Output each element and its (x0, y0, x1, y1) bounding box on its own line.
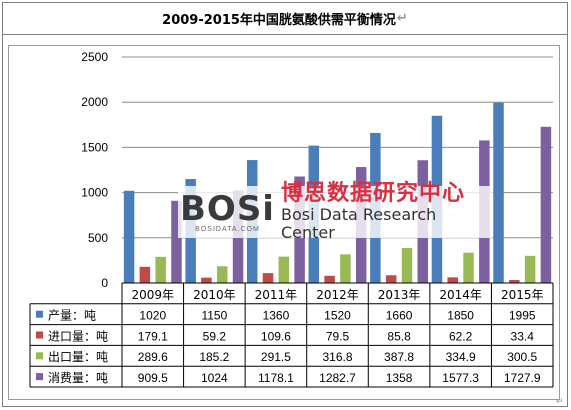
data-label-3-4: 1358 (386, 371, 413, 385)
bottom-paragraph-mark: ↵ (556, 396, 564, 406)
data-label-2-2: 291.5 (261, 350, 291, 364)
legend-key-2 (36, 352, 43, 360)
y-tick-label-0: 0 (101, 276, 108, 290)
legend-label-0: 产量：吨 (48, 309, 96, 323)
watermark: BOSi BOSIDATA.COM 博思数据研究中心 Bosi Data Res… (178, 182, 493, 242)
legend-label-2: 出口量：吨 (48, 350, 108, 364)
data-label-2-5: 334.9 (446, 350, 476, 364)
legend-key-1 (36, 331, 43, 339)
category-label-3: 2012年 (316, 288, 359, 302)
bar-1-4 (385, 275, 397, 283)
data-label-0-2: 1360 (263, 309, 290, 323)
category-label-5: 2014年 (439, 288, 482, 302)
watermark-logo: BOSi BOSIDATA.COM (178, 192, 277, 233)
data-label-2-1: 185.2 (199, 350, 229, 364)
data-label-2-6: 300.5 (507, 350, 537, 364)
bar-2-5 (463, 252, 474, 283)
legend-label-3: 消费量：吨 (48, 371, 108, 385)
bar-0-0 (123, 190, 135, 283)
bar-1-6 (509, 279, 520, 283)
data-label-1-1: 59.2 (203, 329, 227, 343)
data-label-3-0: 909.5 (138, 371, 168, 385)
category-label-1: 2010年 (193, 288, 236, 302)
data-label-0-0: 1020 (139, 309, 166, 323)
data-label-0-1: 1150 (201, 309, 227, 323)
watermark-logo-url: BOSIDATA.COM (195, 225, 260, 233)
watermark-logo-text: BOSi (180, 188, 275, 229)
y-tick-label-5: 2500 (81, 50, 108, 64)
bar-3-0 (171, 200, 182, 283)
data-label-1-3: 79.5 (326, 329, 350, 343)
category-label-4: 2013年 (378, 288, 421, 302)
bar-2-3 (340, 254, 351, 283)
category-label-0: 2009年 (132, 288, 175, 302)
bar-0-6 (493, 102, 504, 283)
bar-2-2 (278, 256, 290, 283)
watermark-text: 博思数据研究中心 Bosi Data Research Center (277, 182, 493, 242)
data-label-2-3: 316.8 (322, 350, 352, 364)
chart-area (8, 45, 560, 400)
data-label-3-3: 1282.7 (319, 371, 356, 385)
data-label-1-5: 62.2 (449, 329, 473, 343)
bar-2-1 (217, 266, 228, 283)
y-tick-label-4: 2000 (81, 95, 108, 109)
data-label-1-6: 33.4 (511, 329, 535, 343)
title-bar: 2009-2015年中国胱氨酸供需平衡情况 ↵ (2, 2, 568, 35)
bar-2-6 (524, 255, 536, 283)
y-tick-label-2: 1000 (81, 186, 108, 200)
bar-1-5 (447, 277, 458, 283)
legend-key-0 (36, 310, 43, 318)
chart-title: 2009-2015年中国胱氨酸供需平衡情况 (162, 12, 396, 28)
y-tick-label-3: 1500 (81, 140, 108, 154)
data-label-0-4: 1660 (386, 309, 413, 323)
bar-1-0 (139, 266, 151, 283)
category-label-2: 2011年 (255, 288, 298, 302)
data-label-0-6: 1995 (509, 309, 536, 323)
data-label-1-0: 179.1 (138, 329, 168, 343)
watermark-en: Bosi Data Research Center (280, 205, 437, 242)
y-tick-label-1: 500 (88, 231, 108, 245)
bar-2-0 (155, 256, 166, 283)
data-label-3-5: 1577.3 (442, 371, 479, 385)
data-label-3-6: 1727.9 (504, 371, 541, 385)
bar-2-4 (401, 247, 413, 283)
data-label-2-0: 289.6 (138, 350, 168, 364)
data-label-1-4: 85.8 (387, 329, 411, 343)
watermark-cn: 博思数据研究中心 (280, 181, 465, 206)
data-label-2-4: 387.8 (384, 350, 414, 364)
bar-1-2 (262, 273, 274, 283)
data-label-3-1: 1024 (201, 371, 228, 385)
bar-1-3 (324, 275, 335, 283)
category-label-6: 2015年 (501, 288, 544, 302)
data-label-0-5: 1850 (447, 309, 474, 323)
data-label-0-3: 1520 (324, 309, 351, 323)
paragraph-mark: ↵ (396, 10, 408, 26)
legend-key-3 (36, 373, 43, 381)
data-label-1-2: 109.6 (261, 329, 291, 343)
bar-3-6 (540, 126, 552, 283)
legend-label-1: 进口量：吨 (48, 329, 108, 343)
data-label-3-2: 1178.1 (258, 371, 294, 385)
bar-1-1 (201, 277, 212, 283)
